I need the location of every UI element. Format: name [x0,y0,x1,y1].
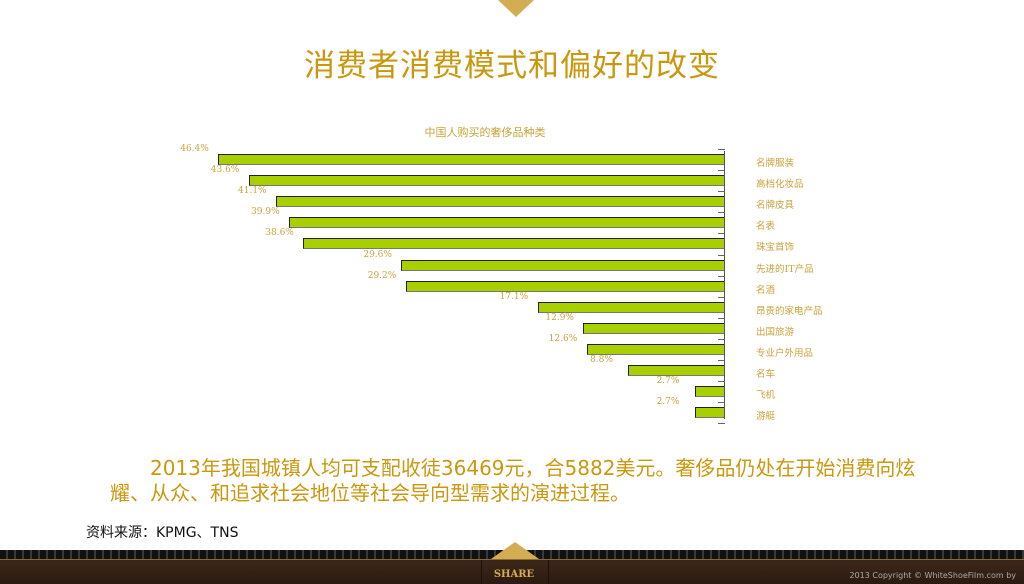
bar [401,259,724,271]
bar-value-label: 41.1% [238,186,267,197]
bar [303,238,724,250]
category-label: 名表 [756,221,776,233]
category-label: 出国旅游 [756,326,795,338]
category-label: 先进的IT产品 [756,263,814,275]
bar-value-label: 12.9% [545,312,574,323]
category-label: 名牌服装 [756,158,795,169]
bar-value-label: 46.4% [180,144,209,154]
axis-tick [718,233,725,235]
bar-value-label: 38.6% [265,228,294,239]
category-label: 昂贵的家电产品 [756,305,823,317]
bar [586,343,724,355]
category-label: 名牌皮具 [756,200,795,212]
bar [628,365,724,376]
category-label: 珠宝首饰 [756,242,795,254]
bar-value-label: 29.2% [367,270,397,281]
axis-tick [718,149,725,150]
axis-tick [718,296,725,298]
bar [537,301,724,313]
bar [276,196,724,208]
bar [694,407,724,419]
category-label: 游艇 [756,411,776,423]
category-label: 专业户外用品 [756,347,814,359]
share-label[interactable]: SHARE [493,569,535,580]
category-label: 名酒 [756,284,776,296]
top-triangle-marker [498,0,534,17]
category-label: 名车 [756,369,776,380]
bar-value-label: 43.6% [210,165,240,176]
bar-value-label: 29.6% [363,249,392,260]
axis-tick [718,423,725,425]
summary-text: 2013年我国城镇人均可支配收徒36469元，合5882美元。奢侈品仍处在开始消… [110,456,916,505]
footer-gold-line [0,559,1024,560]
bar-value-label: 8.8% [590,355,613,365]
category-label: 高档化妆品 [756,179,804,191]
share-button[interactable] [481,560,549,584]
bar [583,322,724,334]
bar [405,280,724,292]
axis-tick [718,381,725,383]
bar-value-label: 12.6% [548,333,578,344]
bar [218,154,724,165]
bar [248,175,724,187]
bar-value-label: 2.7% [656,397,680,408]
bar-value-label: 39.9% [251,207,280,218]
category-axis [724,151,725,419]
bar [289,217,724,229]
category-label: 飞机 [756,390,776,402]
source-note: 资料来源：KPMG、TNS [86,525,239,541]
axis-tick [718,360,725,361]
bar [694,386,724,398]
bar-value-label: 17.1% [499,291,529,302]
page-title: 消费者消费模式和偏好的改变 [304,48,720,84]
share-triangle-icon [491,542,539,559]
axis-tick [718,317,725,319]
axis-tick [718,170,725,172]
axis-tick [718,402,725,404]
axis-tick [718,275,725,277]
copyright-text: 2013 Copyright © WhiteShoeFilm.com by [849,571,1016,580]
axis-tick [718,338,725,340]
axis-tick [718,191,725,193]
axis-tick [718,254,725,256]
chart-title: 中国人购买的奢侈品种类 [424,126,546,139]
bar-value-label: 2.7% [656,376,680,387]
axis-tick [718,212,725,214]
